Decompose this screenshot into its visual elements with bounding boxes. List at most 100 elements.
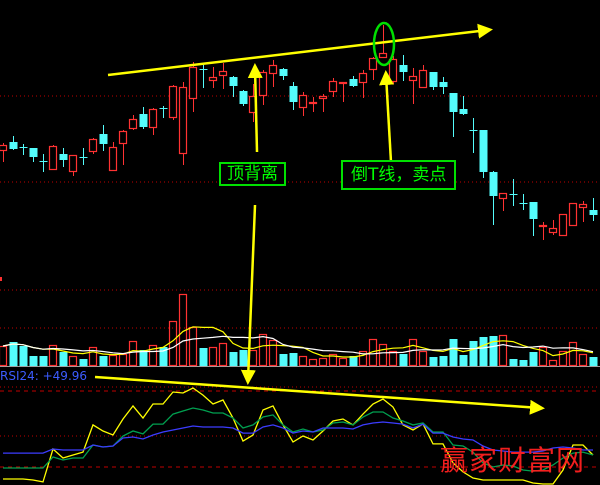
candle-body: [108, 146, 118, 172]
sell-point-pointer-arrow: [379, 70, 395, 163]
volume-bar: [268, 339, 278, 367]
rsi-lines: [3, 387, 594, 485]
candle-body: [159, 108, 168, 109]
volume-bar: [509, 359, 518, 366]
candle-body: [188, 66, 198, 100]
volume-bar: [39, 356, 48, 366]
volume-bar: [358, 350, 368, 367]
candle-body: [208, 76, 218, 82]
candle-body: [449, 93, 458, 112]
volume-bar: [258, 333, 268, 367]
volume-bar: [519, 360, 528, 366]
candle-body: [268, 64, 278, 75]
rsi-readout: RSI24: +49.96: [0, 369, 88, 383]
volume-bar: [349, 356, 358, 366]
candle-body: [489, 172, 498, 196]
candle-body: [199, 69, 208, 70]
volume-bar: [449, 339, 458, 366]
candle-body: [218, 70, 228, 77]
candle-body: [548, 227, 558, 234]
candle-body: [589, 210, 598, 215]
candle-body: [148, 108, 158, 129]
volume-bar: [108, 354, 118, 367]
volume-bar: [388, 350, 398, 367]
top-divergence-label: 顶背离: [219, 162, 286, 186]
volume-bar: [338, 357, 348, 367]
candle-body: [308, 101, 318, 105]
candle-body: [328, 80, 338, 93]
candle-body: [99, 134, 108, 144]
candle-body: [529, 202, 538, 219]
volume-ma5-line: [2, 326, 594, 358]
volume-bars: [0, 293, 598, 367]
candle-body: [39, 161, 48, 162]
candle-body: [399, 65, 408, 72]
candle-body: [168, 85, 178, 119]
volume-bar: [159, 347, 168, 366]
volume-bar: [378, 343, 388, 367]
volume-bar: [328, 353, 338, 367]
volume-bar: [498, 334, 508, 367]
candle-body: [289, 86, 298, 102]
volume-bar: [0, 345, 8, 367]
volume-bar: [489, 336, 498, 366]
volume-bar: [318, 357, 328, 367]
volume-ma10-line: [2, 335, 594, 355]
candle-body: [298, 94, 308, 109]
left-marker: [0, 277, 2, 281]
volume-bar: [19, 346, 28, 366]
volume-bar: [48, 344, 58, 367]
annotation-arrows: [94, 21, 545, 415]
volume-bar: [289, 353, 298, 366]
candle-body: [459, 109, 468, 114]
candle-body: [19, 147, 28, 148]
volume-bar: [229, 352, 238, 366]
volume-bar: [239, 350, 248, 366]
volume-bar: [469, 341, 478, 366]
volume-bar: [248, 349, 258, 367]
candle-body: [439, 82, 448, 87]
volume-bar: [99, 356, 108, 366]
down-to-rsi-arrow: [240, 204, 257, 385]
volume-bar: [308, 358, 318, 367]
candle-body: [509, 194, 518, 195]
highlight-circle: [372, 21, 396, 67]
volume-bar: [9, 342, 18, 366]
candle-body: [358, 72, 368, 84]
volume-bar: [548, 359, 558, 367]
candle-body: [0, 144, 8, 152]
volume-bar: [479, 337, 488, 366]
candle-body: [498, 192, 508, 200]
candle-body: [349, 79, 358, 86]
candle-body: [59, 154, 68, 160]
volume-bar: [29, 356, 38, 366]
volume-bar: [68, 355, 78, 367]
volume-bar: [128, 340, 138, 367]
volume-bar: [558, 350, 568, 367]
candle-body: [29, 148, 38, 157]
candle-body: [368, 57, 378, 71]
candle-body: [118, 130, 128, 145]
candle-body: [258, 71, 268, 97]
candle-body: [128, 118, 138, 130]
candle-body: [279, 69, 288, 76]
volume-bar: [88, 346, 98, 367]
watermark-logo: 赢家财富网: [440, 444, 586, 477]
candle-body: [519, 203, 528, 204]
volume-bar: [218, 342, 228, 367]
candle-body: [338, 81, 348, 85]
rsi-line-1: [3, 387, 594, 485]
candle-body: [578, 203, 588, 209]
candle-body: [139, 114, 148, 127]
volume-bar: [429, 357, 438, 366]
candle-body: [429, 72, 438, 87]
price-trend-arrow: [107, 23, 493, 77]
candle-body: [318, 95, 328, 100]
volume-bar: [188, 326, 198, 367]
candle-body: [48, 145, 58, 171]
candle-body: [9, 142, 18, 149]
volume-bar: [139, 350, 148, 366]
candle-body: [229, 77, 238, 86]
